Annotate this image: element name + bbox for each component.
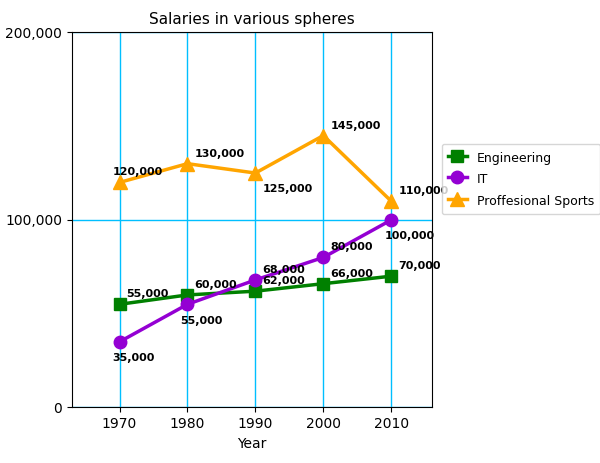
Engineering bbox=[320, 281, 327, 287]
Line: Engineering: Engineering bbox=[113, 270, 397, 311]
Text: 110,000: 110,000 bbox=[398, 186, 448, 196]
Proffesional Sports bbox=[320, 133, 327, 138]
Proffesional Sports bbox=[116, 180, 123, 185]
Text: 120,000: 120,000 bbox=[113, 168, 163, 177]
Text: 66,000: 66,000 bbox=[330, 269, 373, 279]
Text: 125,000: 125,000 bbox=[262, 184, 313, 194]
Proffesional Sports bbox=[252, 170, 259, 176]
Text: 100,000: 100,000 bbox=[385, 232, 434, 241]
Text: 130,000: 130,000 bbox=[194, 149, 245, 159]
Text: 60,000: 60,000 bbox=[194, 280, 237, 290]
Text: 55,000: 55,000 bbox=[181, 316, 223, 326]
Engineering bbox=[388, 273, 395, 279]
Title: Salaries in various spheres: Salaries in various spheres bbox=[149, 12, 355, 27]
Line: IT: IT bbox=[113, 214, 397, 348]
Text: 35,000: 35,000 bbox=[113, 353, 155, 363]
IT bbox=[184, 301, 191, 307]
Text: 80,000: 80,000 bbox=[330, 243, 373, 252]
Text: 145,000: 145,000 bbox=[330, 120, 380, 131]
Legend: Engineering, IT, Proffesional Sports: Engineering, IT, Proffesional Sports bbox=[442, 144, 600, 214]
Engineering bbox=[252, 288, 259, 294]
Text: 55,000: 55,000 bbox=[127, 289, 169, 300]
Engineering bbox=[116, 301, 123, 307]
IT bbox=[116, 339, 123, 344]
Text: 70,000: 70,000 bbox=[398, 261, 440, 271]
Proffesional Sports bbox=[388, 198, 395, 204]
X-axis label: Year: Year bbox=[238, 437, 266, 450]
IT bbox=[388, 217, 395, 223]
IT bbox=[252, 277, 259, 283]
Engineering bbox=[184, 292, 191, 298]
Proffesional Sports bbox=[184, 161, 191, 166]
Line: Proffesional Sports: Proffesional Sports bbox=[113, 129, 398, 208]
Text: 62,000: 62,000 bbox=[262, 276, 305, 286]
IT bbox=[320, 255, 327, 260]
Text: 68,000: 68,000 bbox=[262, 265, 305, 275]
